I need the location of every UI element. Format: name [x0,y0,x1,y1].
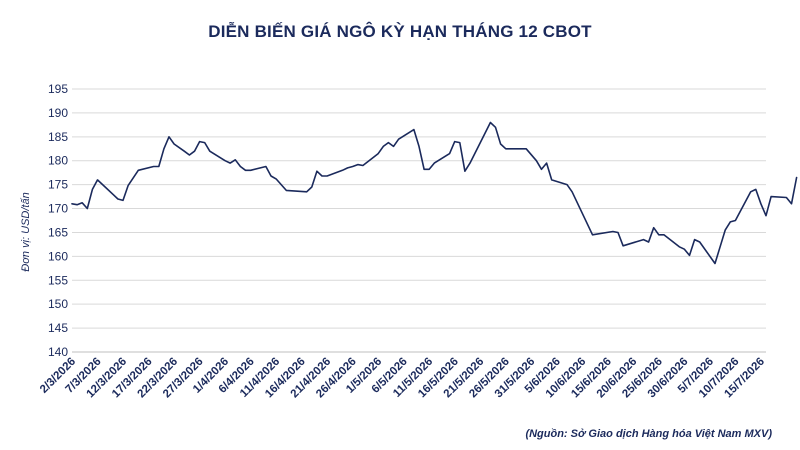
y-tick-label: 175 [48,178,68,192]
y-tick-label: 155 [48,273,68,287]
y-tick-label: 160 [48,249,68,263]
y-tick-label: 145 [48,321,68,335]
y-tick-label: 150 [48,297,68,311]
series-line [71,121,798,265]
chart-title: DIỄN BIẾN GIÁ NGÔ KỲ HẠN THÁNG 12 CBOT [208,22,592,41]
y-tick-label: 165 [48,225,68,239]
source-note: (Nguồn: Sở Giao dịch Hàng hóa Việt Nam M… [525,428,772,440]
y-tick-label: 180 [48,154,68,168]
y-tick-label: 190 [48,106,68,120]
y-tick-label: 170 [48,202,68,216]
y-tick-label: 140 [48,345,68,359]
y-tick-label: 195 [48,82,68,96]
y-tick-label: 185 [48,130,68,144]
